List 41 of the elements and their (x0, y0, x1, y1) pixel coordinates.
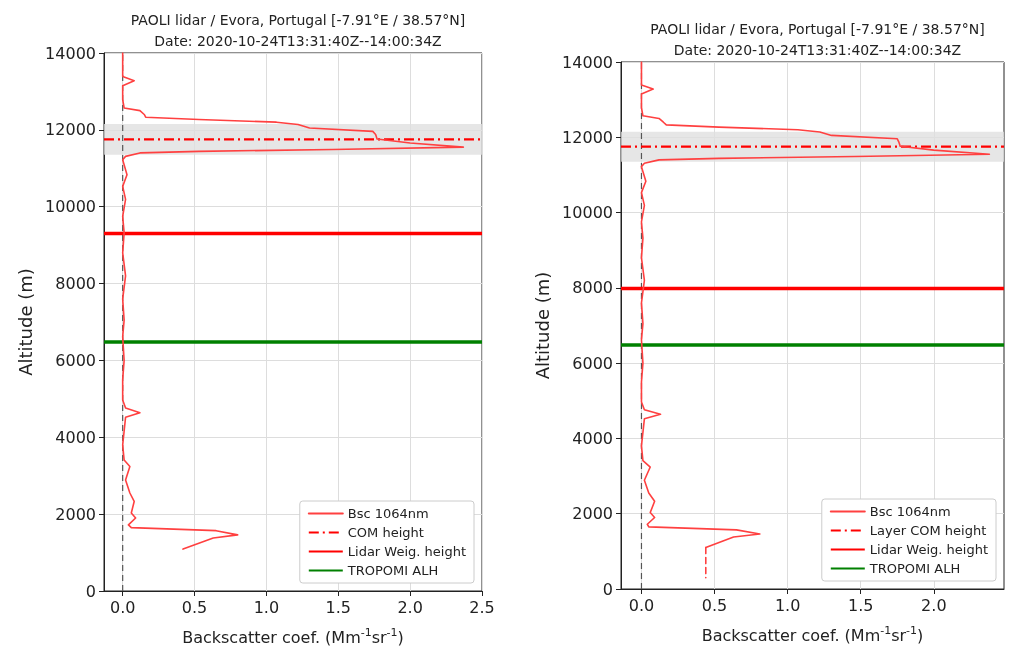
y-tick-label: 4000 (572, 428, 613, 448)
y-tick-label: 2000 (55, 504, 96, 524)
legend-label: TROPOMI ALH (346, 563, 439, 578)
legend-label: COM height (347, 525, 424, 540)
x-tick-label: 0.0 (109, 597, 136, 617)
y-tick-label: 2000 (572, 504, 613, 524)
y-tick-label: 10000 (45, 197, 96, 217)
legend-label: Layer COM height (869, 523, 987, 538)
y-axis-title: Altitude (m) (531, 271, 553, 380)
x-tick-label: 2.0 (921, 595, 947, 615)
y-tick-label: 14000 (45, 43, 96, 63)
x-tick-label: 0.5 (181, 597, 208, 617)
chart-title: PAOLI lidar / Evora, Portugal [-7.91°E / 38.57°N] (650, 21, 985, 37)
y-tick-label: 0 (85, 581, 96, 601)
y-tick-label: 8000 (55, 274, 96, 294)
x-tick-label: 1.5 (325, 597, 351, 617)
chart-title: PAOLI lidar / Evora, Portugal [-7.91°E / 38.57°N] (130, 12, 466, 28)
legend-label: Lidar Weig. height (347, 544, 467, 559)
legend-label: Lidar Weig. height (869, 542, 989, 557)
x-tick-label: 1.5 (848, 595, 874, 615)
y-tick-label: 12000 (45, 120, 96, 140)
y-tick-label: 10000 (562, 203, 613, 223)
x-tick-label: 1.0 (253, 597, 280, 617)
y-tick-label: 8000 (572, 278, 613, 298)
x-tick-label: 1.0 (774, 595, 801, 615)
y-tick-label: 14000 (562, 52, 613, 72)
legend-label: TROPOMI ALH (868, 561, 961, 576)
y-axis-title: Altitude (m) (14, 268, 36, 376)
x-tick-label: 0.5 (701, 595, 728, 615)
chart-subtitle: Date: 2020-10-24T13:31:40Z--14:00:34Z (154, 33, 442, 49)
y-tick-label: 12000 (562, 127, 613, 147)
x-tick-label: 0.0 (628, 595, 655, 615)
legend-label: Bsc 1064nm (347, 506, 429, 521)
x-tick-label: 2.0 (397, 597, 423, 617)
y-tick-label: 6000 (572, 353, 613, 373)
legend-label: Bsc 1064nm (869, 504, 951, 519)
x-tick-label: 2.5 (469, 597, 495, 617)
y-tick-label: 6000 (55, 350, 96, 370)
y-tick-label: 4000 (55, 427, 96, 447)
chart-subtitle: Date: 2020-10-24T13:31:40Z--14:00:34Z (673, 42, 962, 58)
y-tick-label: 0 (602, 579, 613, 599)
